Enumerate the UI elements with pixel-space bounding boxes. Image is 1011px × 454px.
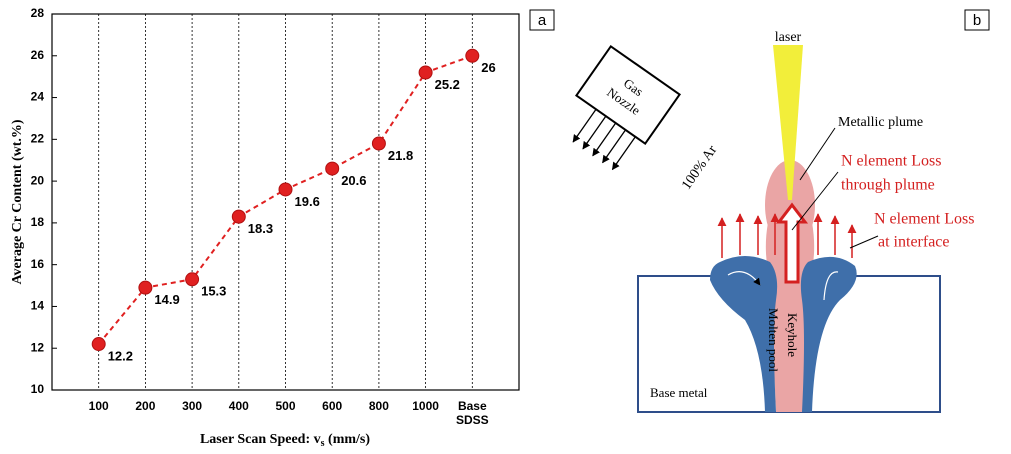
loss-label: N element Loss bbox=[841, 153, 941, 170]
keyhole-label: Keyhole bbox=[785, 313, 800, 357]
molten-pool-label: Molten pool bbox=[766, 308, 781, 372]
figure: a Average Cr Content (wt.%) Laser Scan S… bbox=[0, 0, 1011, 454]
plume-label: Metallic plume bbox=[838, 115, 923, 130]
gas-label: 100% Ar bbox=[679, 143, 720, 193]
data-label: 14.9 bbox=[154, 292, 179, 307]
diagram: b Gas Nozzle 100% Ar laser Met bbox=[553, 10, 989, 412]
panel-label: a bbox=[538, 12, 547, 29]
y-tick-label: 20 bbox=[31, 173, 45, 187]
loss-label: through plume bbox=[841, 177, 935, 194]
x-tick-label: 800 bbox=[357, 399, 401, 413]
leader-line bbox=[800, 128, 835, 180]
data-label: 19.6 bbox=[295, 194, 320, 209]
data-point bbox=[92, 338, 105, 351]
data-point bbox=[186, 273, 199, 286]
x-label-unit: (mm/s) bbox=[325, 432, 371, 447]
y-tick-label: 22 bbox=[31, 132, 45, 146]
x-tick-label: 100 bbox=[77, 399, 121, 413]
x-axis-label: Laser Scan Speed: vs (mm/s) bbox=[200, 432, 370, 449]
data-label: 12.2 bbox=[108, 348, 133, 363]
y-tick-label: 24 bbox=[31, 90, 45, 104]
data-point bbox=[466, 49, 479, 62]
x-tick-label: 1000 bbox=[404, 399, 448, 413]
loss-label: N element Loss bbox=[874, 211, 974, 228]
x-label-text: Laser Scan Speed: v bbox=[200, 432, 321, 447]
laser-label: laser bbox=[775, 30, 802, 45]
base-metal-label: Base metal bbox=[650, 385, 708, 400]
data-label: 20.6 bbox=[341, 173, 366, 188]
data-label: 18.3 bbox=[248, 221, 273, 236]
panel-label: b bbox=[973, 12, 981, 29]
x-tick-label: 300 bbox=[170, 399, 214, 413]
y-tick-label: 14 bbox=[31, 299, 45, 313]
y-tick-label: 18 bbox=[31, 215, 45, 229]
x-tick-label: 600 bbox=[310, 399, 354, 413]
data-point bbox=[139, 281, 152, 294]
y-tick-label: 10 bbox=[31, 382, 45, 396]
data-label: 15.3 bbox=[201, 284, 226, 299]
loss-label: at interface bbox=[878, 234, 950, 251]
data-label: 21.8 bbox=[388, 148, 413, 163]
page: a Average Cr Content (wt.%) Laser Scan S… bbox=[0, 0, 1011, 454]
data-label: 25.2 bbox=[435, 77, 460, 92]
data-point bbox=[232, 210, 245, 223]
x-tick-label: 200 bbox=[123, 399, 167, 413]
gas-nozzle: Gas Nozzle bbox=[553, 46, 679, 176]
x-tick-label: 500 bbox=[264, 399, 308, 413]
x-tick-label: 400 bbox=[217, 399, 261, 413]
y-axis-label: Average Cr Content (wt.%) bbox=[10, 119, 25, 284]
data-label: 26 bbox=[481, 60, 495, 75]
data-point bbox=[326, 162, 339, 175]
data-point bbox=[372, 137, 385, 150]
y-tick-label: 26 bbox=[31, 48, 45, 62]
data-point bbox=[419, 66, 432, 79]
y-tick-label: 28 bbox=[31, 6, 45, 20]
y-tick-label: 16 bbox=[31, 257, 45, 271]
x-tick-label: Base SDSS bbox=[450, 399, 494, 427]
y-tick-label: 12 bbox=[31, 340, 45, 354]
leader-line bbox=[850, 236, 878, 248]
data-point bbox=[279, 183, 292, 196]
